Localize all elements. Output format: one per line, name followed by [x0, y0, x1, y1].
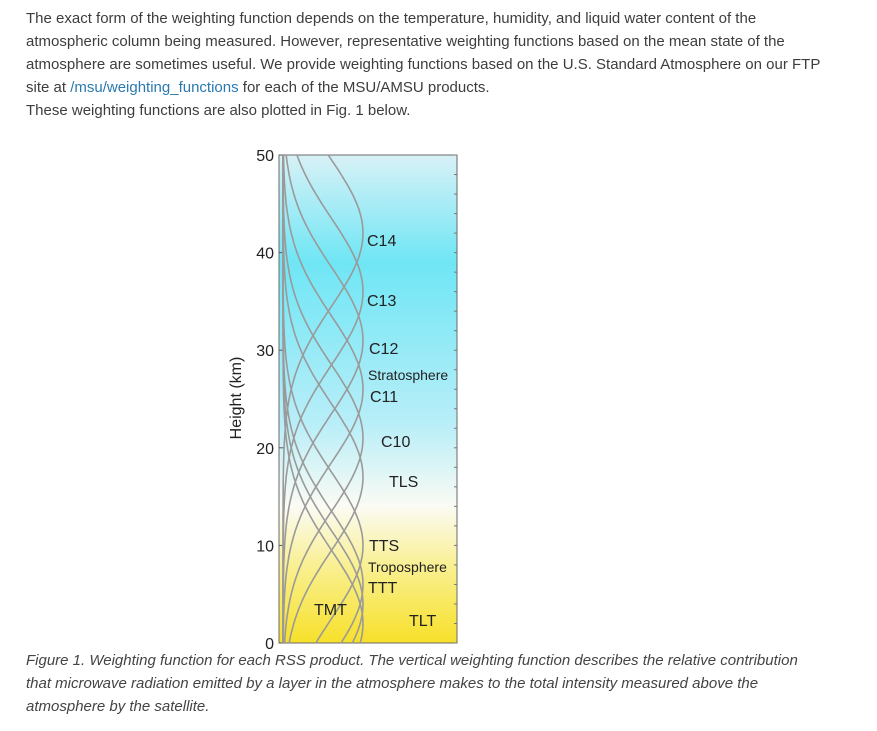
curve-c10	[282, 154, 364, 644]
y-axis-label: Height (km)	[228, 357, 245, 440]
y-tick-label: 40	[256, 246, 274, 263]
layer-troposphere: Troposphere	[368, 559, 447, 575]
weighting-functions-link[interactable]: /msu/weighting_functions	[70, 79, 239, 96]
y-tick-label: 20	[256, 441, 274, 458]
intro-line2: These weighting functions are also plott…	[26, 102, 411, 119]
label-c12: C12	[369, 341, 398, 358]
weighting-curves	[282, 154, 364, 644]
label-tts: TTS	[369, 538, 399, 555]
label-tmt: TMT	[314, 602, 347, 619]
label-c14: C14	[367, 233, 396, 250]
curve-c11	[282, 154, 364, 643]
curve-c12	[282, 154, 364, 643]
y-tick-label: 10	[256, 538, 274, 555]
layer-stratosphere: Stratosphere	[368, 367, 448, 383]
intro-text: The exact form of the weighting function…	[26, 10, 821, 96]
intro-paragraph: The exact form of the weighting function…	[26, 7, 826, 122]
label-tls: TLS	[389, 474, 418, 491]
y-tick-label: 30	[256, 343, 274, 360]
figure-caption: Figure 1. Weighting function for each RS…	[26, 652, 798, 715]
label-c11: C11	[370, 389, 398, 406]
plot-area	[278, 154, 458, 644]
y-tick-label: 0	[265, 636, 274, 653]
label-c13: C13	[367, 293, 396, 310]
label-c10: C10	[381, 434, 410, 451]
intro-text-end: for each of the MSU/AMSU products.	[238, 79, 490, 96]
label-ttt: TTT	[368, 580, 398, 597]
label-tlt: TLT	[409, 613, 436, 630]
y-ticks: 0 10 20 30 40 50	[256, 148, 457, 653]
curve-tlt	[282, 155, 364, 644]
y-tick-label: 50	[256, 148, 274, 165]
series-labels: C14 C13 C12 C11 C10 TLS TTS TTT TMT TLT	[314, 233, 436, 630]
layer-labels: Stratosphere Troposphere	[368, 367, 448, 575]
